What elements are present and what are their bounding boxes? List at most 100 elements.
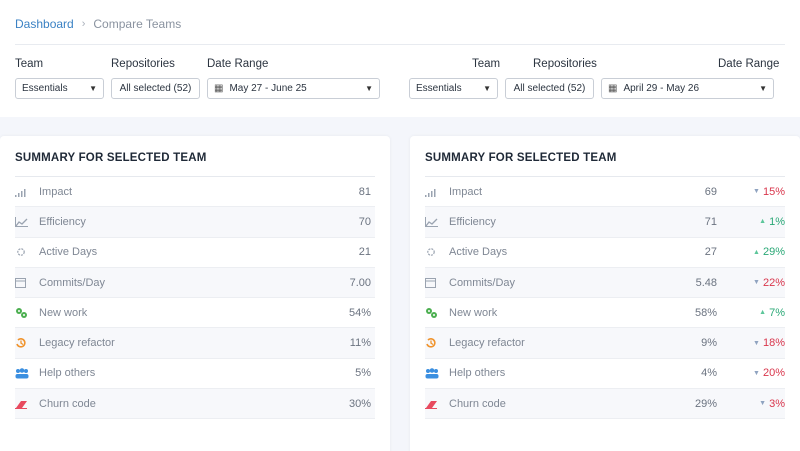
metric-label: New work bbox=[449, 306, 498, 319]
repositories-select-value: All selected (52) bbox=[513, 83, 586, 94]
metric-value: 7.00 bbox=[349, 276, 371, 289]
team-select-right[interactable]: Essentials ▼ bbox=[409, 78, 498, 99]
metric-value: 29% bbox=[694, 397, 717, 410]
metric-label: Legacy refactor bbox=[449, 337, 525, 350]
triangle-up-icon: ▲ bbox=[759, 309, 767, 317]
metric-label: Commits/Day bbox=[39, 276, 106, 289]
breadcrumb-dashboard-link[interactable]: Dashboard bbox=[15, 17, 74, 31]
caret-down-icon: ▼ bbox=[483, 84, 491, 93]
metric-label: Impact bbox=[39, 185, 73, 198]
repositories-select-left[interactable]: All selected (52) bbox=[111, 78, 200, 99]
delta-value: 18% bbox=[762, 337, 785, 350]
calendar-icon bbox=[425, 277, 449, 289]
metric-row-churn-code: Churn code 30% bbox=[15, 389, 375, 420]
repositories-select-right[interactable]: All selected (52) bbox=[505, 78, 594, 99]
caret-down-icon: ▼ bbox=[365, 84, 373, 93]
calendar-icon: ▦ bbox=[608, 83, 618, 94]
team-select-value: Essentials bbox=[416, 83, 462, 94]
metric-label: New work bbox=[39, 306, 88, 319]
metric-label: Impact bbox=[449, 185, 483, 198]
triangle-down-icon: ▼ bbox=[753, 279, 760, 287]
team-select-left[interactable]: Essentials ▼ bbox=[15, 78, 104, 99]
delta-badge: ▲ 1% bbox=[759, 216, 785, 228]
metric-label: Efficiency bbox=[39, 215, 86, 228]
breadcrumb-current: Compare Teams bbox=[93, 17, 182, 31]
repositories-select-value: All selected (52) bbox=[119, 83, 192, 94]
metric-row-impact: Impact 81 bbox=[15, 177, 375, 208]
users-icon bbox=[15, 368, 39, 379]
delta-value: 1% bbox=[769, 215, 785, 228]
metric-value: 4% bbox=[701, 367, 717, 380]
eraser-icon bbox=[15, 399, 39, 409]
repositories-label-left: Repositories bbox=[111, 58, 175, 70]
metric-value: 5.48 bbox=[695, 276, 717, 289]
breadcrumb: Dashboard › Compare Teams bbox=[15, 17, 181, 31]
metric-row-commits-day: Commits/Day 7.00 bbox=[15, 267, 375, 299]
metric-label: Churn code bbox=[449, 397, 506, 410]
caret-down-icon: ▼ bbox=[89, 84, 97, 93]
metric-row-commits-day: Commits/Day 5.48 ▼ 22% bbox=[425, 267, 785, 299]
metric-row-legacy-refactor: Legacy refactor 11% bbox=[15, 328, 375, 359]
metric-row-churn-code: Churn code 29% ▼ 3% bbox=[425, 389, 785, 420]
delta-badge: ▼ 18% bbox=[753, 337, 785, 349]
line-chart-icon bbox=[15, 216, 39, 227]
team-label-right: Team bbox=[472, 58, 501, 70]
metric-label: Churn code bbox=[39, 397, 96, 410]
metric-value: 27 bbox=[704, 246, 717, 259]
triangle-up-icon: ▲ bbox=[759, 218, 767, 226]
date-range-value: May 27 - June 25 bbox=[229, 83, 307, 94]
metric-value: 71 bbox=[704, 215, 717, 228]
metric-label: Commits/Day bbox=[449, 276, 516, 289]
divider bbox=[15, 44, 785, 45]
metric-row-legacy-refactor: Legacy refactor 9% ▼ 18% bbox=[425, 328, 785, 359]
triangle-down-icon: ▼ bbox=[759, 400, 767, 408]
date-range-label-left: Date Range bbox=[207, 58, 269, 70]
date-range-value: April 29 - May 26 bbox=[623, 83, 700, 94]
metric-value: 69 bbox=[704, 185, 717, 198]
metric-label: Help others bbox=[449, 367, 506, 380]
history-icon bbox=[15, 337, 39, 349]
delta-badge: ▼ 3% bbox=[759, 398, 785, 410]
delta-badge: ▲ 29% bbox=[753, 246, 785, 258]
gears-icon bbox=[425, 307, 449, 319]
signal-bars-icon bbox=[15, 187, 39, 197]
signal-bars-icon bbox=[425, 187, 449, 197]
header-area: Dashboard › Compare Teams Team Repositor… bbox=[0, 0, 800, 117]
metric-row-help-others: Help others 5% bbox=[15, 359, 375, 390]
metric-row-active-days: Active Days 27 ▲ 29% bbox=[425, 238, 785, 268]
metric-value: 30% bbox=[348, 397, 371, 410]
calendar-icon bbox=[15, 277, 39, 289]
team-select-value: Essentials bbox=[22, 83, 68, 94]
history-icon bbox=[425, 337, 449, 349]
team-label-left: Team bbox=[15, 58, 44, 70]
delta-badge: ▼ 20% bbox=[753, 367, 785, 379]
delta-value: 29% bbox=[762, 246, 785, 259]
delta-value: 20% bbox=[762, 367, 785, 380]
delta-value: 15% bbox=[762, 185, 785, 198]
metric-row-efficiency: Efficiency 71 ▲ 1% bbox=[425, 207, 785, 238]
gears-icon bbox=[15, 307, 39, 319]
metric-value: 70 bbox=[358, 215, 371, 228]
metric-label: Efficiency bbox=[449, 215, 496, 228]
date-range-picker-left[interactable]: ▦ May 27 - June 25 ▼ bbox=[207, 78, 380, 99]
date-range-picker-right[interactable]: ▦ April 29 - May 26 ▼ bbox=[601, 78, 774, 99]
chevron-right-icon: › bbox=[81, 18, 86, 30]
metric-value: 11% bbox=[349, 337, 371, 350]
summary-card-right: SUMMARY FOR SELECTED TEAM Impact 69 ▼ 15%… bbox=[410, 136, 800, 451]
metric-label: Legacy refactor bbox=[39, 337, 115, 350]
metrics-list: Impact 81 Efficiency 70 Active Days 21 C… bbox=[15, 176, 375, 420]
metric-row-active-days: Active Days 21 bbox=[15, 238, 375, 268]
triangle-down-icon: ▼ bbox=[753, 369, 760, 377]
metric-value: 81 bbox=[358, 185, 371, 198]
metric-label: Active Days bbox=[39, 246, 98, 259]
card-title: SUMMARY FOR SELECTED TEAM bbox=[15, 152, 207, 164]
metrics-list: Impact 69 ▼ 15% Efficiency 71 ▲ 1% Active … bbox=[425, 176, 785, 420]
delta-badge: ▼ 15% bbox=[753, 186, 785, 198]
metric-value: 9% bbox=[701, 337, 717, 350]
metric-row-new-work: New work 54% bbox=[15, 298, 375, 329]
card-title: SUMMARY FOR SELECTED TEAM bbox=[425, 152, 617, 164]
metric-label: Help others bbox=[39, 367, 96, 380]
metric-row-efficiency: Efficiency 70 bbox=[15, 207, 375, 238]
metric-value: 5% bbox=[355, 367, 371, 380]
delta-badge: ▲ 7% bbox=[759, 307, 785, 319]
